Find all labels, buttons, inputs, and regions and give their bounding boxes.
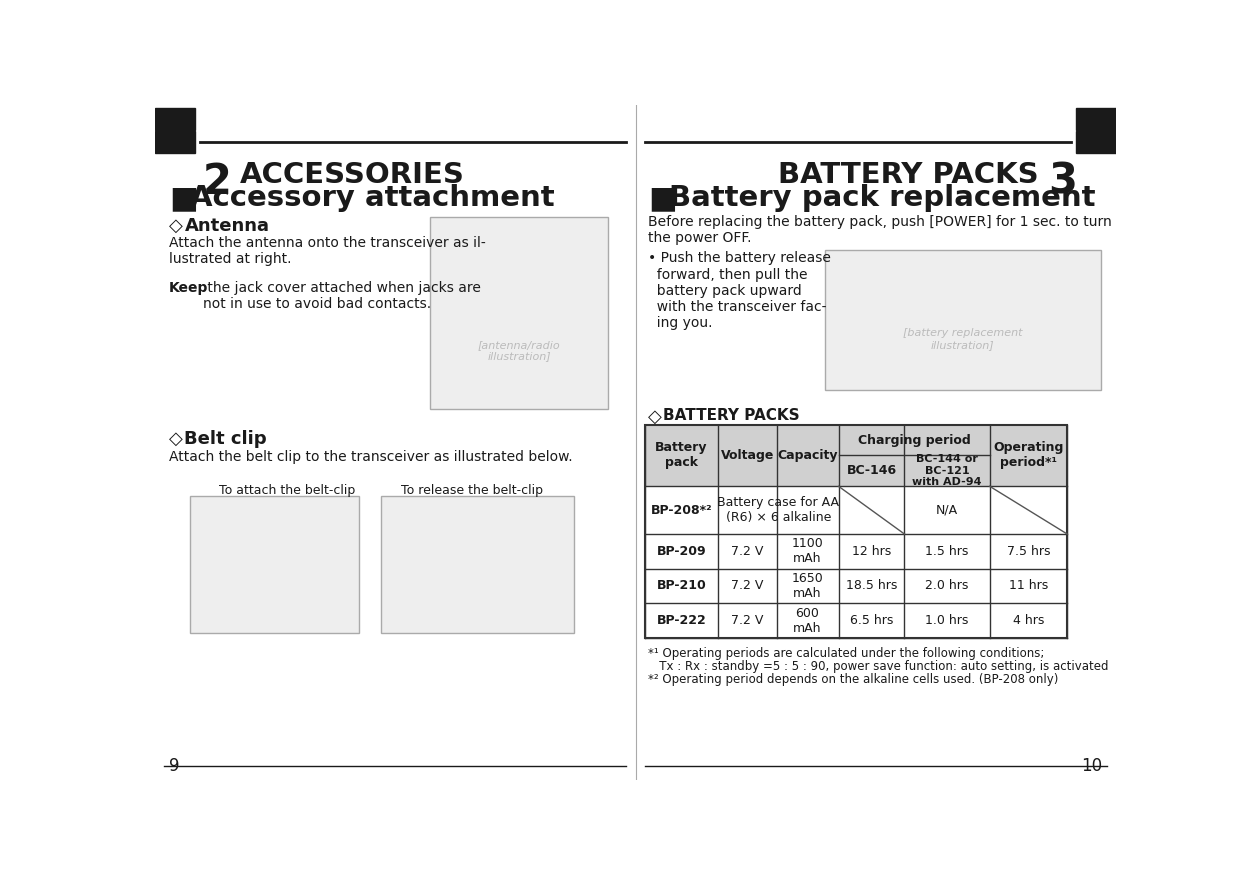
Bar <box>1076 131 1116 152</box>
Text: 12 hrs: 12 hrs <box>852 545 892 558</box>
Text: 2: 2 <box>203 160 232 202</box>
Text: 2.0 hrs: 2.0 hrs <box>925 580 968 592</box>
Text: ACCESSORIES: ACCESSORIES <box>241 160 465 188</box>
Bar <box>382 496 573 632</box>
Text: 9: 9 <box>169 757 180 775</box>
Text: ◇: ◇ <box>169 430 182 448</box>
Text: [antenna/radio
illustration]: [antenna/radio illustration] <box>477 340 560 362</box>
Bar <box>645 569 1068 604</box>
Text: 11 hrs: 11 hrs <box>1009 580 1048 592</box>
Bar <box>155 109 196 130</box>
Text: Tx : Rx : standby =5 : 5 : 90, power save function: auto setting, is activated: Tx : Rx : standby =5 : 5 : 90, power sav… <box>649 661 1109 674</box>
Text: BP-222: BP-222 <box>657 614 707 627</box>
Bar <box>645 604 1068 638</box>
Text: Belt clip: Belt clip <box>185 430 267 448</box>
Text: ◇: ◇ <box>169 216 182 235</box>
Text: Capacity: Capacity <box>777 449 838 462</box>
Text: 18.5 hrs: 18.5 hrs <box>846 580 898 592</box>
Text: *² Operating period depends on the alkaline cells used. (BP-208 only): *² Operating period depends on the alkal… <box>649 674 1058 687</box>
Text: *¹ Operating periods are calculated under the following conditions;: *¹ Operating periods are calculated unde… <box>649 647 1044 661</box>
Text: 1.0 hrs: 1.0 hrs <box>925 614 968 627</box>
Text: Attach the belt clip to the transceiver as illustrated below.: Attach the belt clip to the transceiver … <box>169 450 573 464</box>
Text: Voltage: Voltage <box>720 449 774 462</box>
Text: Battery case for AA
(R6) × 6 alkaline: Battery case for AA (R6) × 6 alkaline <box>718 496 839 524</box>
Text: N/A: N/A <box>936 504 959 517</box>
Text: BATTERY PACKS: BATTERY PACKS <box>663 407 800 423</box>
Text: BATTERY PACKS: BATTERY PACKS <box>777 160 1039 188</box>
Text: Keep: Keep <box>169 280 208 294</box>
Text: BP-210: BP-210 <box>657 580 707 592</box>
Text: ◇: ◇ <box>649 407 662 426</box>
Text: 4 hrs: 4 hrs <box>1013 614 1044 627</box>
Text: BP-208*²: BP-208*² <box>651 504 713 517</box>
Text: BP-209: BP-209 <box>657 545 707 558</box>
Text: 7.2 V: 7.2 V <box>732 580 764 592</box>
Text: Operating
period*¹: Operating period*¹ <box>993 442 1064 470</box>
Text: 7.2 V: 7.2 V <box>732 614 764 627</box>
Text: 7.2 V: 7.2 V <box>732 545 764 558</box>
Text: ■: ■ <box>649 185 677 214</box>
Text: 6.5 hrs: 6.5 hrs <box>849 614 893 627</box>
Text: To attach the belt-clip: To attach the belt-clip <box>218 484 355 497</box>
Bar <box>645 486 1068 534</box>
Text: 1100
mAh: 1100 mAh <box>791 537 823 565</box>
Bar <box>826 250 1101 390</box>
Text: Battery
pack: Battery pack <box>656 442 708 470</box>
Text: 1650
mAh: 1650 mAh <box>791 572 823 600</box>
Text: Accessory attachment: Accessory attachment <box>190 185 554 213</box>
Bar <box>1076 109 1116 130</box>
Bar <box>645 425 1068 638</box>
Text: [battery replacement
illustration]: [battery replacement illustration] <box>903 328 1022 350</box>
Text: 3: 3 <box>1048 160 1076 202</box>
Text: Charging period: Charging period <box>858 434 971 447</box>
Text: Attach the antenna onto the transceiver as il-
lustrated at right.: Attach the antenna onto the transceiver … <box>169 236 486 266</box>
Text: To release the belt-clip: To release the belt-clip <box>402 484 543 497</box>
Text: Before replacing the battery pack, push [POWER] for 1 sec. to turn
the power OFF: Before replacing the battery pack, push … <box>649 215 1111 245</box>
Bar <box>430 216 609 409</box>
Text: Battery pack replacement: Battery pack replacement <box>668 185 1095 213</box>
Bar <box>155 131 196 152</box>
Text: 1.5 hrs: 1.5 hrs <box>925 545 968 558</box>
Text: the jack cover attached when jacks are
not in use to avoid bad contacts.: the jack cover attached when jacks are n… <box>203 280 481 311</box>
Text: 600
mAh: 600 mAh <box>794 607 822 634</box>
Text: • Push the battery release
  forward, then pull the
  battery pack upward
  with: • Push the battery release forward, then… <box>649 251 831 330</box>
Bar <box>645 425 1068 486</box>
Bar <box>645 534 1068 569</box>
Bar <box>190 496 358 632</box>
Text: BC-144 or
BC-121
with AD-94: BC-144 or BC-121 with AD-94 <box>913 455 982 487</box>
Text: 10: 10 <box>1081 757 1102 775</box>
Text: 7.5 hrs: 7.5 hrs <box>1007 545 1050 558</box>
Text: ■: ■ <box>169 185 198 214</box>
Text: BC-146: BC-146 <box>847 464 897 477</box>
Text: Antenna: Antenna <box>185 216 269 235</box>
